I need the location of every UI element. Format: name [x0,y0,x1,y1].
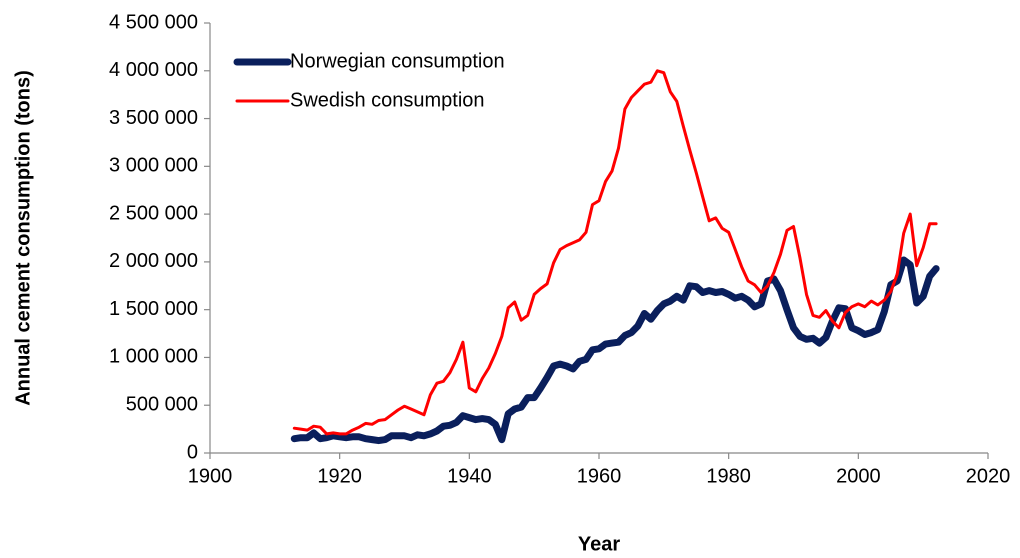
y-tick-label: 1 500 000 [109,298,198,320]
y-tick-label: 4 000 000 [109,59,198,81]
x-tick-label: 1920 [317,465,362,487]
y-axis-title: Annual cement consumption (tons) [12,70,34,406]
x-tick-label: 1900 [188,465,233,487]
y-tick-label: 2 000 000 [109,250,198,272]
x-tick-label: 1980 [706,465,751,487]
y-tick-label: 3 500 000 [109,107,198,129]
y-tick-label: 2 500 000 [109,202,198,224]
x-tick-label: 1960 [577,465,622,487]
series-line [290,256,940,445]
series-line [292,69,938,436]
x-tick-label: 2020 [966,465,1011,487]
x-axis-title: Year [578,533,620,555]
legend-label: Norwegian consumption [290,50,505,72]
y-tick-label: 4 500 000 [109,11,198,33]
legend-label: Swedish consumption [290,89,485,111]
y-tick-label: 3 000 000 [109,155,198,177]
x-tick-label: 1940 [447,465,492,487]
y-tick-label: 1 000 000 [109,346,198,368]
y-tick-label: 0 [187,441,198,463]
y-tick-label: 500 000 [126,394,198,416]
x-tick-label: 2000 [836,465,881,487]
